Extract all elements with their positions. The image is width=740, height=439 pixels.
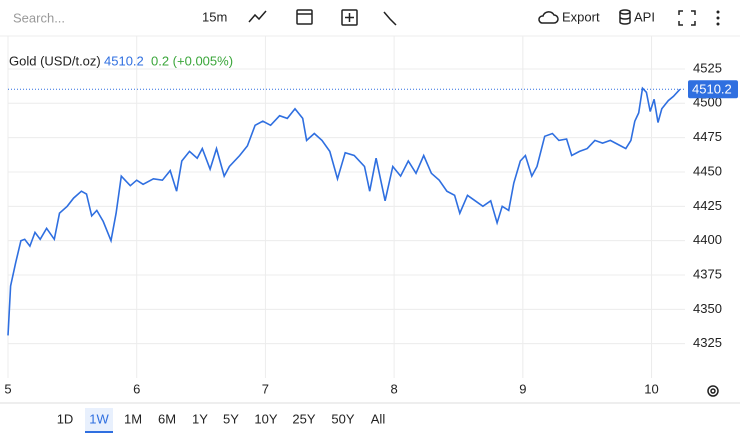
y-tick-label: 4350 (693, 301, 722, 316)
range-button[interactable]: 6M (158, 411, 176, 426)
range-button[interactable]: 5Y (223, 411, 239, 426)
menu-icon[interactable] (716, 10, 720, 26)
export-button[interactable]: Export (562, 9, 600, 24)
search-input[interactable]: Search... (13, 10, 65, 25)
range-button[interactable]: 1W (89, 411, 109, 426)
range-button[interactable]: All (371, 411, 386, 426)
price-line (7, 86, 681, 336)
add-icon[interactable] (341, 9, 358, 26)
y-tick-label: 4450 (693, 163, 722, 178)
interval-button[interactable]: 15m (202, 9, 227, 24)
range-button[interactable]: 1D (57, 411, 74, 426)
range-button[interactable]: 1M (124, 411, 142, 426)
range-button[interactable]: 1Y (192, 411, 208, 426)
x-tick-label: 8 (391, 381, 398, 396)
last-price-tag (688, 80, 738, 99)
tools-icon[interactable] (383, 11, 397, 26)
x-tick-label: 7 (262, 381, 269, 396)
chart-type-icon[interactable] (248, 10, 267, 23)
fullscreen-icon[interactable] (678, 10, 696, 26)
api-button[interactable]: API (634, 9, 655, 24)
export-icon[interactable] (538, 11, 559, 24)
y-tick-label: 4500 (693, 95, 722, 110)
range-button[interactable]: 50Y (331, 411, 354, 426)
y-tick-label: 4325 (693, 335, 722, 350)
api-icon[interactable] (619, 9, 631, 25)
settings-icon[interactable] (707, 385, 719, 397)
legend-change: 0.2 (+0.005%) (151, 53, 233, 68)
y-tick-label: 4375 (693, 266, 722, 281)
legend-price: 4510.2 (104, 53, 144, 68)
y-tick-label: 4525 (693, 60, 722, 75)
y-tick-label: 4425 (693, 198, 722, 213)
range-selected-bg (85, 408, 113, 432)
y-tick-label: 4475 (693, 129, 722, 144)
last-price-label: 4510.2 (692, 82, 732, 97)
x-tick-label: 9 (519, 381, 526, 396)
x-tick-label: 10 (644, 381, 658, 396)
range-button[interactable]: 10Y (254, 411, 277, 426)
x-tick-label: 5 (4, 381, 11, 396)
calendar-icon[interactable] (296, 9, 313, 25)
x-tick-label: 6 (133, 381, 140, 396)
y-tick-label: 4400 (693, 232, 722, 247)
legend-name: Gold (USD/t.oz) (9, 53, 101, 68)
range-button[interactable]: 25Y (292, 411, 315, 426)
